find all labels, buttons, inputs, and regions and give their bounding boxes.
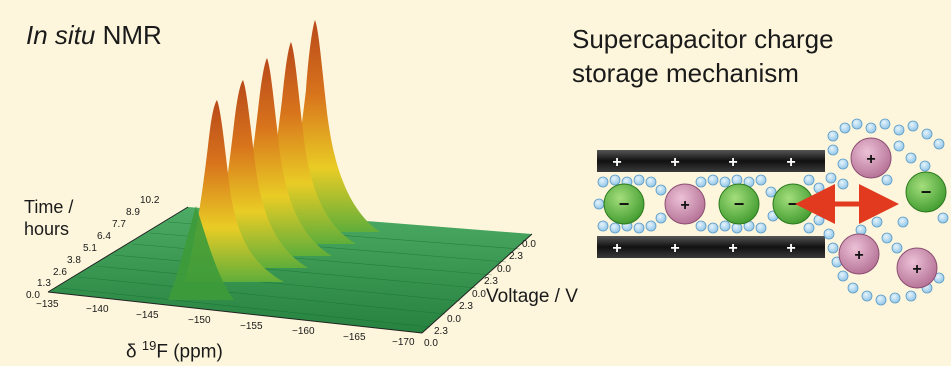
supercapacitor-schematic: + + + + + + + + − + <box>593 118 949 306</box>
mechanism-title-line1: Supercapacitor charge <box>572 24 834 54</box>
cation-2: + <box>850 137 892 179</box>
voltage-tick-4: 0.0 <box>472 289 486 300</box>
nmr-3d-surface-plot: 0.0 1.3 2.6 3.8 5.1 6.4 7.7 8.9 10.2 −13… <box>26 20 536 349</box>
ppm-axis-label: δ 19F (ppm) <box>126 338 223 363</box>
time-tick-2: 2.6 <box>53 267 67 278</box>
anion-1-sign: − <box>619 194 630 214</box>
electrode-bottom-charge-2: + <box>670 240 679 257</box>
time-tick-0: 0.0 <box>26 290 40 301</box>
time-tick-4: 5.1 <box>83 243 97 254</box>
voltage-tick-8: 0.0 <box>522 239 536 250</box>
ppm-tick-4: −155 <box>240 321 263 332</box>
cation-1: + <box>664 183 706 225</box>
nmr-title-italic: In situ <box>26 20 96 50</box>
anion-1: − <box>603 183 645 225</box>
time-tick-7: 8.9 <box>126 207 140 218</box>
time-tick-1: 1.3 <box>37 278 51 289</box>
voltage-tick-0: 0.0 <box>424 338 438 349</box>
time-tick-8: 10.2 <box>140 195 160 206</box>
electrode-top-charge-1: + <box>612 154 621 171</box>
electrode-bottom <box>597 236 825 258</box>
voltage-tick-6: 0.0 <box>497 264 511 275</box>
ppm-tick-2: −145 <box>136 310 159 321</box>
anion-3: − <box>772 183 814 225</box>
electrode-top-charge-3: + <box>728 154 737 171</box>
ppm-axis-label-rest: F (ppm) <box>156 341 223 363</box>
electrode-bottom-charge-1: + <box>612 240 621 257</box>
time-axis-label: Time / hours <box>24 196 104 240</box>
anion-4: − <box>905 171 947 213</box>
cation-3-sign: + <box>854 247 863 264</box>
anion-2-sign: − <box>734 194 745 214</box>
cation-2-sign: + <box>866 151 875 168</box>
time-tick-3: 3.8 <box>67 255 81 266</box>
anion-3-sign: − <box>788 194 799 214</box>
ppm-axis-label-sup: 19 <box>141 338 157 353</box>
time-axis-label-line1: Time / <box>24 197 74 217</box>
cation-4: + <box>896 247 938 289</box>
cation-1-sign: + <box>680 197 689 214</box>
time-tick-5: 6.4 <box>97 231 111 242</box>
ppm-axis-label-prefix: δ <box>126 341 142 363</box>
voltage-axis-label: Voltage / V <box>486 286 578 307</box>
electrode-bottom-charge-3: + <box>728 240 737 257</box>
voltage-tick-5: 2.3 <box>484 276 498 287</box>
anion-2: − <box>718 183 760 225</box>
voltage-tick-2: 0.0 <box>447 314 461 325</box>
time-tick-6: 7.7 <box>112 219 126 230</box>
mechanism-panel-title: Supercapacitor charge storage mechanism <box>572 22 834 90</box>
nmr-title-rest: NMR <box>95 20 162 50</box>
electrode-top-charge-4: + <box>786 154 795 171</box>
ppm-tick-6: −165 <box>343 332 366 343</box>
voltage-tick-1: 2.3 <box>434 326 448 337</box>
voltage-tick-7: 2.3 <box>509 251 523 262</box>
peak-ridge-1 <box>184 100 284 282</box>
nmr-panel-title: In situ NMR <box>26 20 162 51</box>
cation-3: + <box>838 233 880 275</box>
cation-4-sign: + <box>912 261 921 278</box>
surface-floor <box>48 207 532 333</box>
ppm-tick-7: −170 <box>392 337 415 348</box>
ppm-tick-3: −150 <box>188 315 211 326</box>
solvent-molecules-bulk <box>823 118 949 306</box>
ppm-tick-1: −140 <box>86 304 109 315</box>
time-axis-label-line2: hours <box>24 219 70 239</box>
electrode-bottom-charge-4: + <box>786 240 795 257</box>
ppm-tick-0: −135 <box>36 299 59 310</box>
electrode-top <box>597 150 825 172</box>
electrode-top-charge-2: + <box>670 154 679 171</box>
peak-front-slope <box>168 206 234 300</box>
mechanism-title-line2: storage mechanism <box>572 58 799 88</box>
anion-4-sign: − <box>921 182 932 202</box>
ppm-tick-5: −160 <box>292 326 315 337</box>
voltage-tick-3: 2.3 <box>459 301 473 312</box>
